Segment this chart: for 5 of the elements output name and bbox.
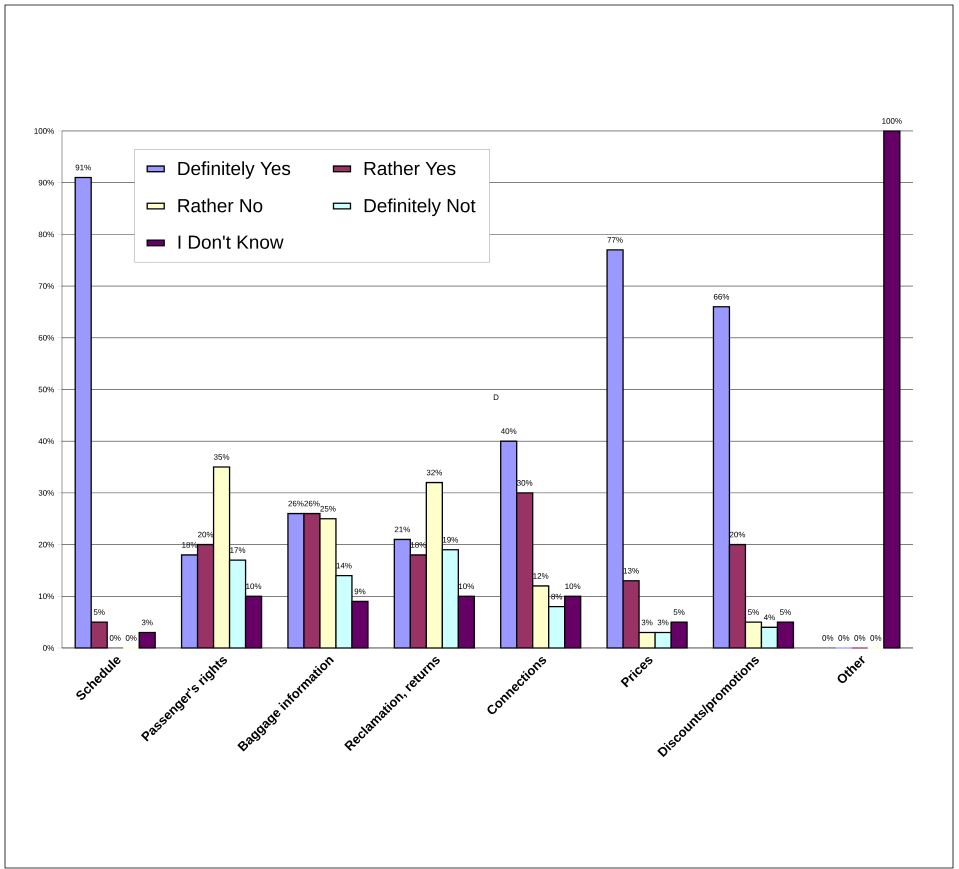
legend-label: Rather No [178,198,262,212]
legend-label: Rather Yes [364,161,456,176]
legend-label: Definitely Not [364,198,476,216]
legend-label: Definitely Yes [178,161,290,179]
legend-label: I Don't Know [178,236,284,249]
